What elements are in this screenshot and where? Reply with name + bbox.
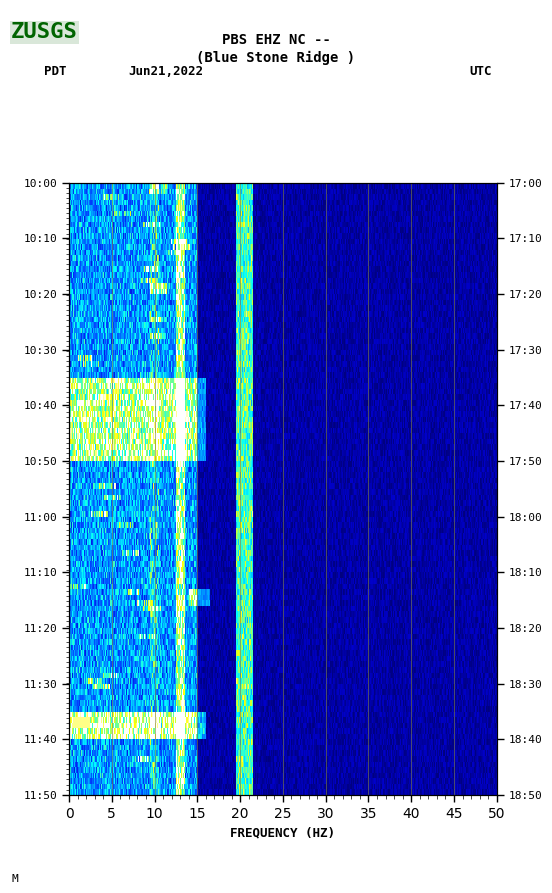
X-axis label: FREQUENCY (HZ): FREQUENCY (HZ) (230, 826, 336, 839)
Text: M: M (11, 874, 18, 884)
Text: UTC: UTC (469, 65, 491, 78)
Text: Jun21,2022: Jun21,2022 (128, 65, 203, 78)
Text: PDT: PDT (44, 65, 67, 78)
Text: (Blue Stone Ridge ): (Blue Stone Ridge ) (197, 51, 355, 65)
Text: PBS EHZ NC --: PBS EHZ NC -- (221, 33, 331, 47)
Text: ZUSGS: ZUSGS (11, 22, 78, 42)
